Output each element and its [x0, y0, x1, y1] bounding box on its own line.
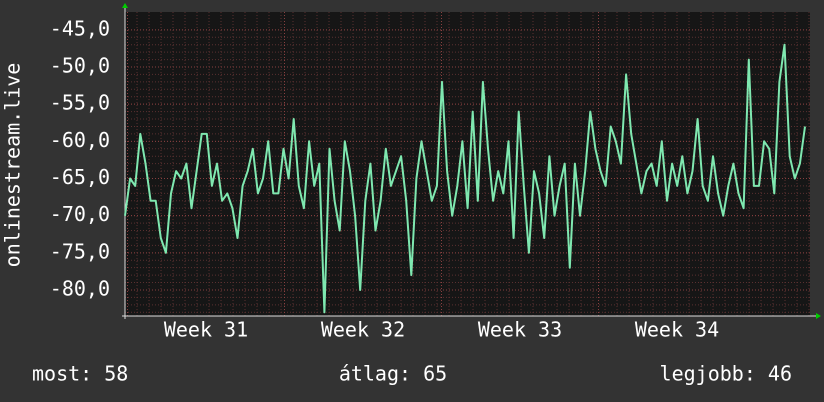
y-tick-label: -75,0	[50, 239, 110, 263]
y-tick-label: -55,0	[50, 91, 110, 115]
x-tick-label: Week 34	[635, 318, 719, 342]
footer-current: most: 58	[32, 362, 128, 386]
axis-arrow	[122, 3, 128, 8]
x-tick-label: Week 32	[321, 318, 405, 342]
y-axis-label: onlinestream.live	[1, 63, 25, 268]
y-tick-label: -80,0	[50, 276, 110, 300]
data-line	[124, 43, 806, 314]
footer-average: átlag: 65	[339, 362, 447, 386]
x-tick-label: Week 31	[164, 318, 248, 342]
x-tick-label: Week 33	[478, 318, 562, 342]
footer-best: legjobb: 46	[660, 362, 792, 386]
y-tick-label: -45,0	[50, 16, 110, 40]
y-tick-label: -65,0	[50, 165, 110, 189]
axis-arrow	[816, 313, 821, 319]
y-tick-label: -50,0	[50, 54, 110, 78]
y-tick-label: -60,0	[50, 128, 110, 152]
y-tick-label: -70,0	[50, 202, 110, 226]
